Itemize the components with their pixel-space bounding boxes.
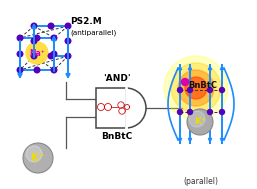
- Circle shape: [188, 88, 192, 92]
- Circle shape: [65, 23, 71, 29]
- Circle shape: [51, 35, 57, 41]
- Circle shape: [51, 67, 57, 73]
- Circle shape: [65, 53, 71, 59]
- Circle shape: [34, 67, 40, 73]
- Circle shape: [17, 35, 23, 41]
- Circle shape: [219, 88, 225, 92]
- Circle shape: [219, 109, 225, 115]
- Text: K⁺: K⁺: [31, 153, 45, 163]
- Circle shape: [178, 88, 182, 92]
- Text: K⁺: K⁺: [194, 118, 206, 126]
- Circle shape: [178, 109, 182, 115]
- Circle shape: [188, 109, 192, 115]
- Circle shape: [207, 109, 213, 115]
- Circle shape: [164, 56, 228, 120]
- Circle shape: [26, 146, 42, 162]
- Text: (parallel): (parallel): [183, 177, 218, 187]
- Circle shape: [31, 38, 37, 44]
- Text: BnBtC: BnBtC: [101, 132, 133, 141]
- Circle shape: [178, 70, 214, 106]
- Wedge shape: [126, 88, 146, 128]
- Circle shape: [185, 77, 207, 99]
- Text: Na⁺: Na⁺: [29, 49, 45, 57]
- Circle shape: [187, 109, 213, 135]
- Text: BnBtC: BnBtC: [188, 81, 217, 91]
- Circle shape: [48, 23, 54, 29]
- Circle shape: [51, 51, 57, 57]
- Circle shape: [171, 63, 221, 113]
- Text: (antiparallel): (antiparallel): [70, 30, 116, 36]
- Circle shape: [181, 78, 188, 85]
- Circle shape: [31, 23, 37, 29]
- Text: 'AND': 'AND': [103, 74, 131, 83]
- Circle shape: [48, 53, 54, 59]
- Circle shape: [23, 143, 53, 173]
- Text: PS2.M: PS2.M: [70, 18, 102, 26]
- Circle shape: [189, 111, 205, 127]
- Polygon shape: [96, 88, 126, 128]
- Circle shape: [17, 67, 23, 73]
- Circle shape: [65, 38, 71, 44]
- Circle shape: [34, 35, 40, 41]
- Circle shape: [207, 88, 213, 92]
- Circle shape: [26, 42, 48, 64]
- Circle shape: [31, 53, 37, 59]
- Circle shape: [17, 51, 23, 57]
